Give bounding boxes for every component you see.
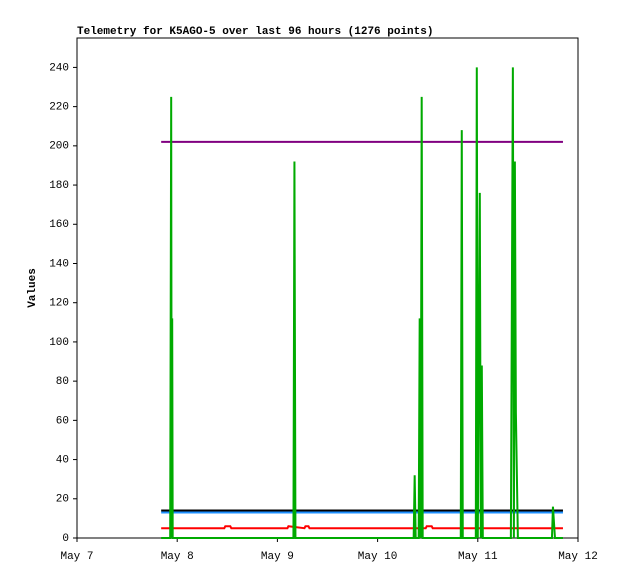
x-tick-label: May 8 xyxy=(161,551,194,563)
x-tick-label: May 7 xyxy=(60,551,93,563)
x-tick-label: May 12 xyxy=(558,551,598,563)
y-tick-label: 120 xyxy=(49,298,69,310)
y-tick-label: 180 xyxy=(49,180,69,192)
y-tick-label: 140 xyxy=(49,258,69,270)
x-tick-label: May 11 xyxy=(458,551,498,563)
y-tick-label: 40 xyxy=(56,454,69,466)
y-tick-label: 60 xyxy=(56,415,69,427)
y-tick-label: 100 xyxy=(49,337,69,349)
chart-title: Telemetry for K5AGO-5 over last 96 hours… xyxy=(77,26,433,38)
y-tick-label: 20 xyxy=(56,494,69,506)
y-tick-label: 80 xyxy=(56,376,69,388)
y-axis-label: Values xyxy=(27,268,39,308)
x-tick-label: May 10 xyxy=(358,551,398,563)
y-tick-label: 0 xyxy=(62,533,69,545)
x-tick-label: May 9 xyxy=(261,551,294,563)
series-line xyxy=(161,67,563,539)
y-tick-label: 160 xyxy=(49,219,69,231)
y-tick-label: 220 xyxy=(49,102,69,114)
y-tick-label: 200 xyxy=(49,141,69,153)
y-tick-label: 240 xyxy=(49,62,69,74)
